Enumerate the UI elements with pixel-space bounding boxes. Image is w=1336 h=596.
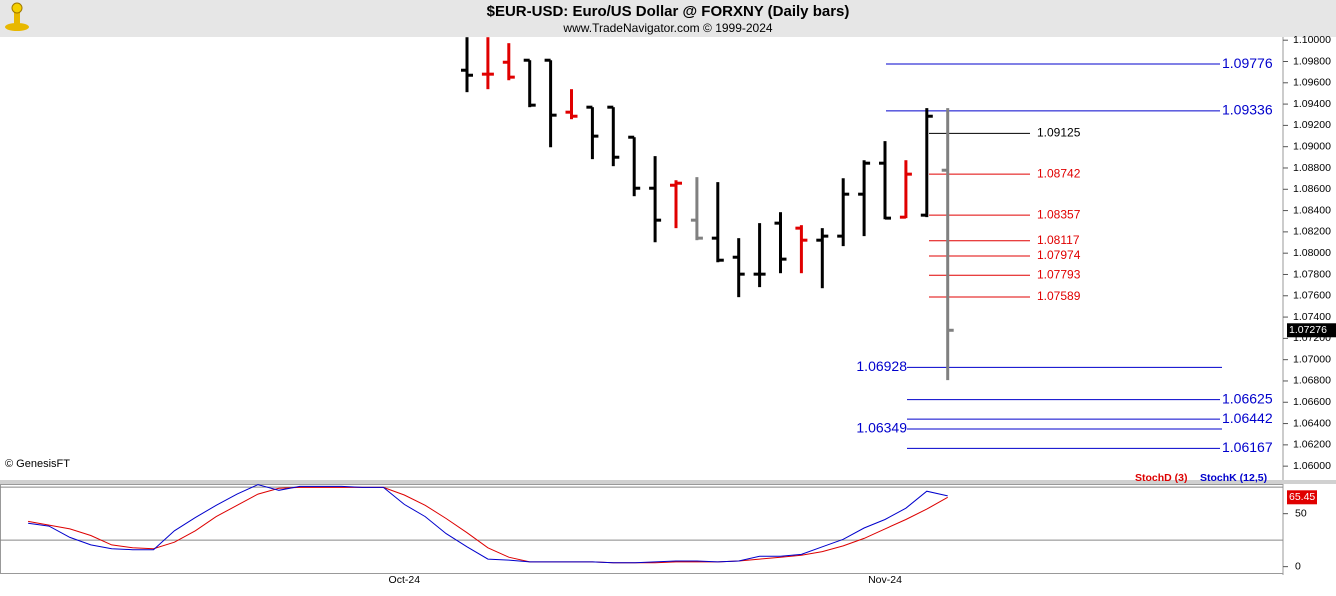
panel-separator — [0, 480, 1336, 484]
y-tick-label: 1.06200 — [1293, 439, 1331, 451]
level-label: 1.09776 — [1222, 55, 1273, 71]
level-label: 1.06167 — [1222, 439, 1273, 455]
y-tick-label: 1.09000 — [1293, 140, 1331, 152]
stoch-line — [28, 486, 948, 564]
level-label: 1.07793 — [1037, 267, 1081, 281]
legend-entry: StochK (12,5) — [1200, 472, 1267, 484]
level-label: 1.09125 — [1037, 126, 1081, 140]
y-tick-label: 1.09600 — [1293, 77, 1331, 89]
last-value-box — [1287, 490, 1317, 505]
x-tick-label: Oct-24 — [389, 574, 421, 586]
logo — [5, 2, 29, 31]
y-tick-label: 1.09200 — [1293, 119, 1331, 131]
x-tick-label: Nov-24 — [868, 574, 902, 586]
stoch-panel — [0, 484, 1284, 574]
last-price-box — [1287, 323, 1336, 338]
y-tick-label: 1.09400 — [1293, 98, 1331, 110]
last-value-label: 65.45 — [1289, 491, 1315, 503]
level-label: 1.08357 — [1037, 207, 1081, 221]
y-tick-label: 1.06600 — [1293, 396, 1331, 408]
level-label: 1.08117 — [1037, 233, 1080, 247]
y-tick-label: 1.10000 — [1293, 34, 1331, 46]
level-label: 1.06928 — [856, 358, 907, 374]
chart-subtitle: www.TradeNavigator.com © 1999-2024 — [562, 21, 772, 35]
y-tick-label: 1.07800 — [1293, 268, 1331, 280]
level-label: 1.06349 — [856, 420, 907, 436]
header-band — [0, 0, 1336, 37]
level-label: 1.06442 — [1222, 410, 1273, 426]
y-tick-label: 50 — [1295, 507, 1307, 519]
stoch-line — [28, 484, 948, 564]
price-panel — [0, 37, 1283, 480]
y-tick-label: 1.07400 — [1293, 311, 1331, 323]
y-tick-label: 1.08400 — [1293, 204, 1331, 216]
y-tick-label: 1.07600 — [1293, 290, 1331, 302]
y-tick-label: 1.08200 — [1293, 226, 1331, 238]
level-label: 1.08742 — [1037, 166, 1081, 180]
level-label: 1.09336 — [1222, 102, 1273, 118]
y-tick-label: 1.08600 — [1293, 183, 1331, 195]
y-tick-label: 1.06800 — [1293, 375, 1331, 387]
y-tick-label: 1.07000 — [1293, 353, 1331, 365]
y-tick-label: 1.08800 — [1293, 162, 1331, 174]
y-tick-label: 1.09800 — [1293, 55, 1331, 67]
chart-title: $EUR-USD: Euro/US Dollar @ FORXNY (Daily… — [487, 3, 850, 20]
y-tick-label: 1.08000 — [1293, 247, 1331, 259]
source-note: © GenesisFT — [5, 458, 70, 470]
y-tick-label: 0 — [1295, 560, 1301, 572]
level-label: 1.07589 — [1037, 289, 1081, 303]
y-tick-label: 1.06400 — [1293, 417, 1331, 429]
legend-entry: StochD (3) — [1135, 472, 1188, 484]
level-label: 1.06625 — [1222, 390, 1273, 406]
y-tick-label: 1.06000 — [1293, 460, 1331, 472]
last-price-label: 1.07276 — [1289, 324, 1327, 336]
level-label: 1.07974 — [1037, 248, 1081, 262]
